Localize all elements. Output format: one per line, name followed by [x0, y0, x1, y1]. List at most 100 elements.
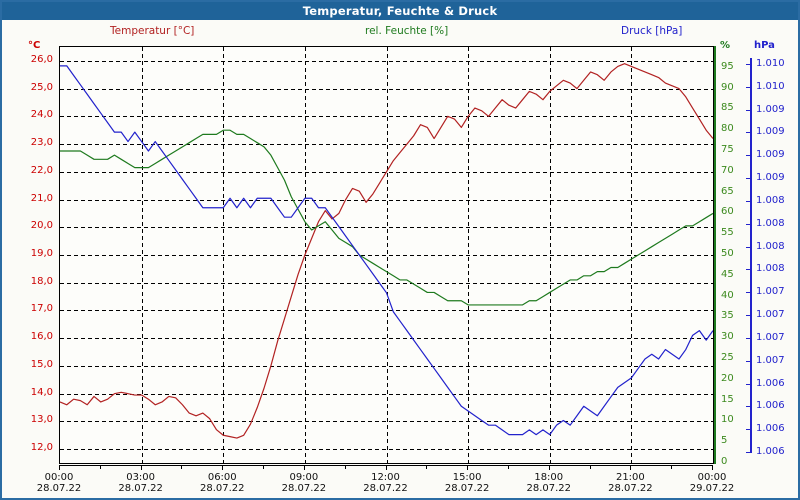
- legend-pressure: Druck [hPa]: [621, 25, 683, 37]
- humidity-tick-label: 65: [721, 185, 734, 197]
- pressure-axis-tick: [746, 361, 750, 362]
- pressure-axis-spine: [750, 58, 752, 453]
- pressure-tick-label: 1.006: [756, 377, 785, 389]
- time-tick-time: 12:00: [371, 472, 400, 483]
- chart-svg: [60, 47, 713, 463]
- pressure-axis-tick: [746, 384, 750, 385]
- time-tick-time: 03:00: [126, 472, 156, 483]
- temperature-tick-label: 23,0: [30, 137, 53, 149]
- pressure-tick-label: 1.010: [756, 58, 785, 69]
- chart-canvas: Temperatur [°C] rel. Feuchte [%] Druck […: [2, 20, 798, 498]
- humidity-tick-label: 60: [721, 206, 734, 218]
- humidity-tick-label: 30: [721, 331, 734, 343]
- humidity-tick-label: 0: [721, 456, 728, 467]
- pressure-tick-label: 1.007: [756, 286, 785, 298]
- temperature-tick-label: 19,0: [30, 248, 53, 259]
- time-tick-date: 28.07.22: [608, 483, 653, 494]
- temperature-tick-label: 15,0: [30, 358, 53, 370]
- gridlines: [60, 47, 713, 463]
- time-axis-tick: [630, 465, 631, 470]
- pressure-axis-tick: [746, 110, 750, 111]
- time-axis-tick: [712, 465, 713, 470]
- humidity-tick-label: 35: [721, 310, 734, 322]
- pressure-axis-tick: [746, 155, 750, 156]
- pressure-axis-tick: [746, 269, 750, 270]
- humidity-tick-label: 85: [721, 102, 734, 114]
- temperature-tick-label: 13,0: [30, 414, 53, 426]
- humidity-tick-label: 25: [721, 352, 734, 363]
- time-tick-label: 06:00 28.07.22: [187, 472, 257, 494]
- humidity-tick-label: 75: [721, 144, 734, 155]
- time-tick-date: 28.07.22: [118, 483, 163, 494]
- temperature-tick-label: 14,0: [30, 386, 53, 398]
- pressure-tick-label: 1.007: [756, 354, 785, 366]
- legend-temperature: Temperatur [°C]: [110, 25, 195, 37]
- series-line: [60, 129, 713, 306]
- pressure-tick-label: 1.007: [756, 309, 785, 321]
- pressure-axis-tick: [746, 292, 750, 293]
- temperature-tick-label: 16,0: [30, 331, 53, 343]
- pressure-axis-tick: [746, 452, 750, 453]
- time-tick-date: 28.07.22: [526, 483, 572, 494]
- pressure-tick-label: 1.006: [756, 400, 785, 412]
- temperature-tick-label: 24,0: [30, 109, 53, 121]
- time-tick-time: 00:00: [697, 472, 727, 483]
- time-tick-label: 15:00 28.07.22: [432, 472, 502, 494]
- legend-humidity: rel. Feuchte [%]: [365, 25, 449, 37]
- time-axis-tick: [549, 465, 550, 470]
- pressure-tick-label: 1.009: [756, 149, 785, 161]
- time-axis-tick: [304, 465, 305, 470]
- humidity-tick-label: 20: [721, 372, 734, 384]
- time-tick-label: 21:00 28.07.22: [595, 472, 665, 494]
- pressure-axis-tick: [746, 201, 750, 202]
- plot-area: [59, 46, 714, 464]
- time-axis-line: [59, 465, 712, 466]
- time-tick-label: 09:00 28.07.22: [269, 472, 339, 494]
- time-axis-minor-tick: [181, 465, 182, 469]
- time-tick-time: 06:00: [207, 472, 237, 483]
- time-axis-minor-tick: [590, 465, 591, 469]
- humidity-tick-label: 80: [721, 123, 734, 135]
- time-tick-date: 28.07.22: [36, 483, 82, 494]
- pressure-tick-label: 1.009: [756, 103, 785, 115]
- time-axis-tick: [386, 465, 387, 470]
- humidity-tick-label: 55: [721, 227, 734, 239]
- time-axis-minor-tick: [508, 465, 509, 469]
- time-tick-label: 12:00 28.07.22: [351, 472, 421, 494]
- time-tick-date: 28.07.22: [199, 483, 245, 494]
- time-tick-date: 29.07.22: [689, 483, 735, 494]
- pressure-tick-label: 1.008: [756, 217, 785, 229]
- pressure-axis-tick: [746, 315, 750, 316]
- axis-unit-percent: %: [720, 40, 731, 51]
- humidity-tick-label: 90: [721, 81, 734, 93]
- temperature-tick-label: 18,0: [30, 275, 53, 287]
- time-axis-minor-tick: [263, 465, 264, 469]
- humidity-tick-label: 15: [721, 393, 734, 405]
- time-tick-time: 21:00: [615, 472, 645, 483]
- time-tick-label: 18:00 28.07.22: [514, 472, 584, 494]
- axis-unit-hpa: hPa: [754, 40, 775, 51]
- humidity-tick-label: 40: [721, 289, 734, 301]
- pressure-tick-label: 1.007: [756, 331, 785, 343]
- time-axis-minor-tick: [671, 465, 672, 469]
- humidity-tick-label: 5: [721, 435, 728, 447]
- time-tick-date: 28.07.22: [281, 483, 327, 494]
- time-axis-tick: [59, 465, 60, 470]
- pressure-axis-tick: [746, 338, 750, 339]
- pressure-tick-label: 1.010: [756, 80, 785, 92]
- time-tick-time: 15:00: [452, 472, 482, 483]
- humidity-tick-label: 70: [721, 164, 734, 176]
- humidity-tick-label: 50: [721, 248, 734, 259]
- temperature-tick-label: 20,0: [30, 220, 53, 232]
- time-tick-time: 00:00: [44, 472, 74, 483]
- pressure-tick-label: 1.008: [756, 194, 785, 206]
- pressure-axis-tick: [746, 224, 750, 225]
- time-axis-tick: [141, 465, 142, 470]
- time-axis-minor-tick: [345, 465, 346, 469]
- time-tick-label: 00:00 28.07.22: [24, 472, 94, 494]
- humidity-axis-spine: [714, 46, 716, 464]
- series-line: [60, 63, 713, 439]
- time-tick-time: 18:00: [534, 472, 564, 483]
- time-tick-date: 28.07.22: [444, 483, 490, 494]
